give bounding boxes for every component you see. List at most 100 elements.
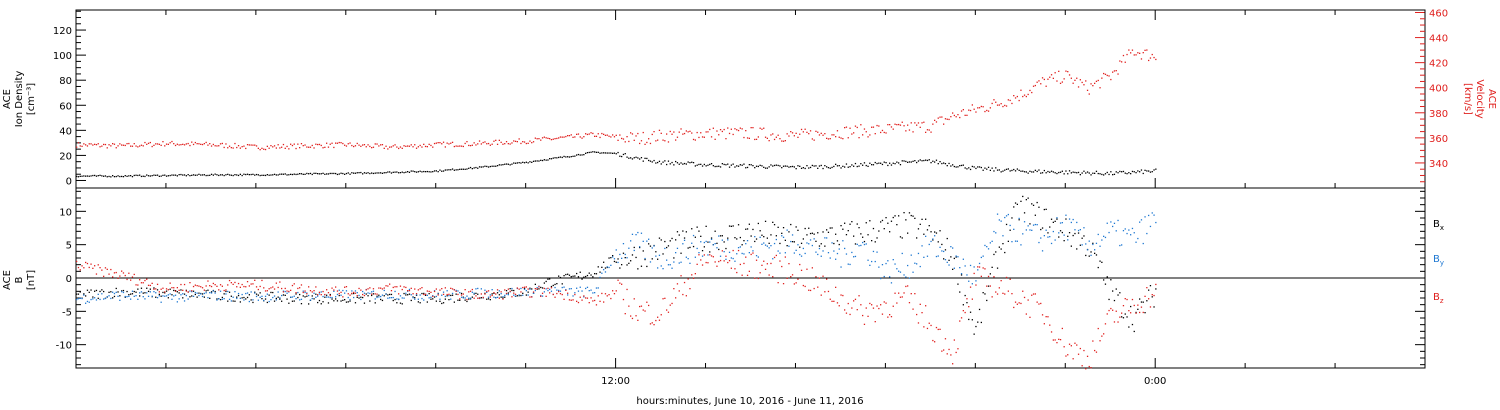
velocity-point [727,127,729,129]
density-point [980,166,982,169]
density-point [878,162,880,164]
density-point [930,162,932,164]
field-point [727,237,729,239]
field-point [1038,206,1040,208]
velocity-point [1112,71,1114,73]
field-point [558,289,560,292]
field-point [1034,223,1036,226]
velocity-point [700,132,702,134]
density-point [356,172,358,174]
velocity-point [156,143,159,145]
field-point [973,333,975,335]
field-point [83,267,85,269]
field-point [721,235,723,237]
velocity-point [757,136,759,138]
field-point [692,277,695,279]
field-point [326,294,328,296]
velocity-point [716,130,718,132]
field-point [412,297,414,299]
velocity-point [996,104,999,106]
density-point [344,173,346,175]
field-point [410,287,412,289]
velocity-point [781,140,783,142]
field-point [165,288,168,290]
velocity-point [845,126,848,128]
field-point [608,257,610,259]
velocity-point [1007,99,1009,101]
velocity-point [723,128,725,131]
density-point [86,175,89,177]
velocity-point [448,143,450,145]
top-left-label-line3: [cm⁻³] [26,83,37,115]
field-point [1025,313,1027,315]
field-point [153,287,155,289]
bottom-data-points [76,195,1157,370]
field-point [723,241,725,243]
velocity-point [516,141,518,143]
field-point [1002,292,1004,294]
density-point [113,176,116,178]
velocity-point [502,143,504,145]
density-point [421,171,423,173]
density-point [433,170,436,172]
density-point [365,172,367,174]
density-point [1009,170,1011,172]
field-point [1031,294,1033,296]
density-point [272,174,274,176]
density-point [644,157,646,159]
density-point [648,159,650,162]
velocity-point [824,133,826,135]
field-point [791,241,794,243]
velocity-point [380,144,382,146]
velocity-point [941,116,943,118]
field-point [317,301,319,304]
velocity-point [1104,73,1107,75]
field-point [957,283,959,285]
field-point [376,293,378,295]
field-point [858,227,860,229]
velocity-point [736,129,738,131]
field-point [937,255,939,257]
field-point [865,222,867,224]
field-point [894,215,896,217]
field-point [968,306,970,308]
field-point [282,291,285,293]
velocity-point [137,146,139,148]
field-point [680,261,682,263]
field-point [1065,214,1067,216]
field-point [732,257,734,260]
field-point [969,264,972,267]
field-point [475,295,477,297]
field-point [1135,311,1137,314]
field-point [201,287,204,289]
field-point [1065,355,1067,357]
field-point [574,293,576,296]
velocity-point [919,126,921,128]
density-point [230,174,232,176]
field-point [768,242,770,244]
field-point [295,293,297,295]
density-point [399,172,402,174]
field-point [182,293,184,295]
field-point [719,259,722,262]
field-point [691,274,693,276]
field-point [169,282,171,284]
velocity-point [960,110,963,112]
velocity-point [750,127,752,129]
field-point [818,277,821,279]
field-point [849,313,851,316]
density-point [158,175,160,177]
field-point [302,291,304,294]
field-point [401,303,403,305]
velocity-point [378,145,380,147]
velocity-point [811,138,813,140]
density-point [268,174,270,176]
field-point [755,255,758,257]
field-point [322,295,324,298]
field-point [77,298,80,300]
velocity-point [246,144,249,146]
field-point [282,290,285,292]
field-point [784,256,786,258]
field-point [496,289,499,291]
density-point [178,174,180,176]
